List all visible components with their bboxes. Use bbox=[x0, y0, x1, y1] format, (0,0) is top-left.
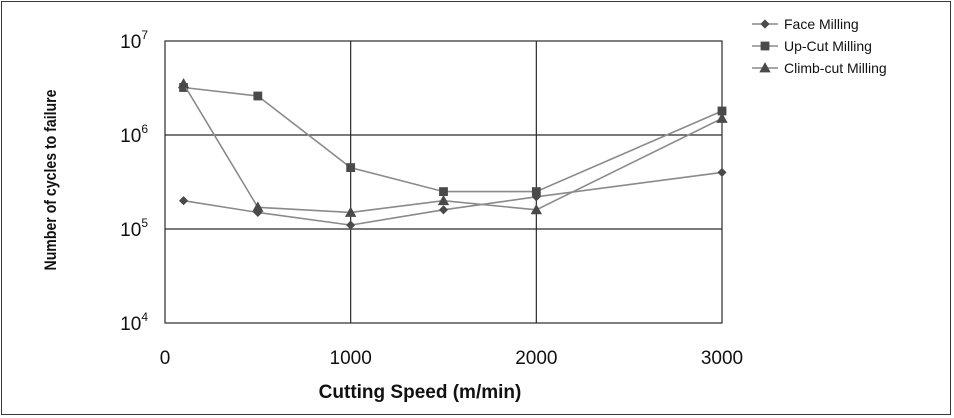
x-tick-label: 2000 bbox=[515, 348, 557, 369]
legend-entry-up-cut-milling: Up-Cut Milling bbox=[752, 38, 872, 54]
y-axis-ticks: 104 105 106 107 bbox=[120, 28, 148, 335]
legend-label: Climb-cut Milling bbox=[784, 60, 887, 76]
legend-entry-climb-cut-milling: Climb-cut Milling bbox=[752, 60, 887, 76]
y-tick-label: 106 bbox=[120, 122, 148, 147]
series-line-face-milling bbox=[183, 171, 723, 226]
legend-label: Face Milling bbox=[784, 16, 859, 32]
legend-entry-face-milling: Face Milling bbox=[752, 16, 859, 32]
data-point-up-cut-milling bbox=[531, 187, 541, 196]
data-point-up-cut-milling bbox=[253, 91, 263, 101]
data-point-face-milling bbox=[717, 167, 727, 177]
x-tick-label: 3000 bbox=[701, 348, 743, 369]
y-tick-label: 105 bbox=[120, 216, 148, 241]
y-tick-label: 104 bbox=[120, 310, 148, 335]
series-line-climb-cut-milling bbox=[182, 83, 723, 214]
data-point-up-cut-milling bbox=[439, 187, 448, 196]
series-up-cut-milling bbox=[179, 83, 727, 196]
data-point-climb-cut-milling bbox=[252, 201, 264, 212]
y-axis-title: Number of cycles to failure bbox=[42, 89, 60, 270]
data-point-face-milling bbox=[438, 205, 449, 215]
legend-label: Up-Cut Milling bbox=[784, 38, 872, 54]
legend-marker-square-icon bbox=[760, 41, 770, 51]
data-point-climb-cut-milling bbox=[530, 203, 543, 215]
legend: Face Milling Up-Cut Milling Climb-cut Mill… bbox=[752, 16, 887, 76]
plot-area bbox=[164, 40, 723, 324]
data-point-climb-cut-milling bbox=[716, 112, 728, 123]
series-line-up-cut-milling bbox=[183, 86, 723, 193]
legend-marker-triangle-icon bbox=[759, 62, 771, 73]
data-point-climb-cut-milling bbox=[344, 206, 357, 217]
y-tick-label: 107 bbox=[120, 28, 148, 53]
series-face-milling bbox=[179, 167, 727, 230]
series-group bbox=[177, 78, 728, 230]
x-tick-label: 1000 bbox=[330, 348, 372, 369]
data-point-climb-cut-milling bbox=[177, 78, 190, 89]
x-axis-title: Cutting Speed (m/min) bbox=[319, 382, 522, 403]
data-point-face-milling bbox=[346, 220, 356, 230]
data-point-climb-cut-milling bbox=[437, 194, 450, 206]
data-point-face-milling bbox=[179, 196, 189, 206]
series-climb-cut-milling bbox=[177, 78, 728, 217]
x-tick-label: 0 bbox=[160, 348, 171, 369]
x-axis-ticks: 0 1000 2000 3000 bbox=[160, 348, 743, 369]
grid-lines bbox=[165, 41, 722, 323]
legend-marker-diamond-icon bbox=[760, 19, 770, 29]
data-point-up-cut-milling bbox=[346, 163, 356, 172]
